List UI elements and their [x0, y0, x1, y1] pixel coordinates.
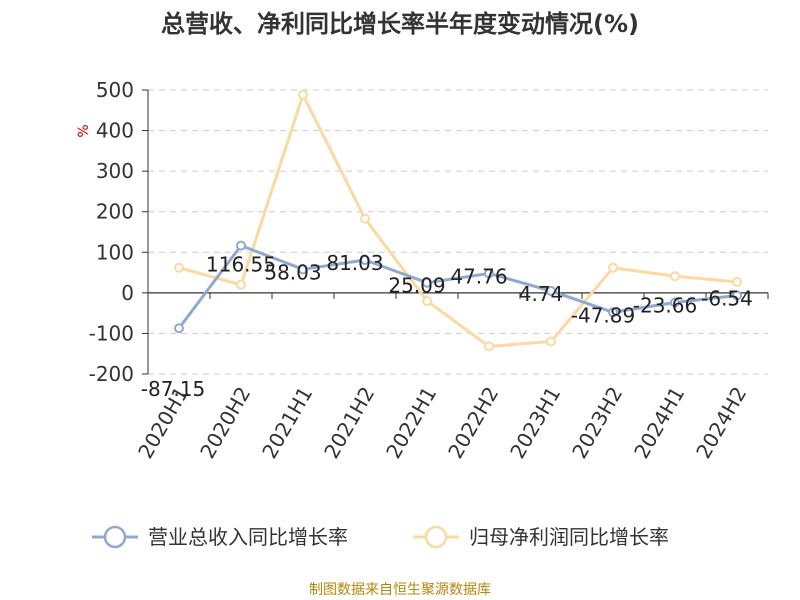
data-point-0[interactable] [670, 297, 680, 308]
data-point-1[interactable] [546, 336, 556, 347]
x-tick-label: 2023H1 [505, 383, 565, 463]
data-point-1[interactable] [298, 89, 308, 100]
data-point-1[interactable] [174, 262, 184, 273]
data-point-0[interactable] [422, 277, 432, 288]
data-label: -47.89 [571, 303, 635, 327]
data-point-1[interactable] [608, 262, 618, 273]
legend[interactable]: 营业总收入同比增长率 归母净利润同比增长率 [92, 525, 669, 549]
data-label: 4.74 [519, 282, 564, 306]
series-line-0 [177, 244, 738, 330]
source-note: 制图数据来自恒生聚源数据库 [309, 582, 491, 598]
data-point-1[interactable] [360, 213, 370, 224]
y-tick-label: 300 [96, 159, 134, 183]
y-tick-label: 0 [121, 281, 134, 305]
data-label: -87.15 [141, 377, 205, 401]
data-point-1[interactable] [670, 271, 680, 282]
data-point-1[interactable] [422, 295, 432, 306]
legend-item-0[interactable]: 营业总收入同比增长率 [92, 525, 348, 549]
x-tick-label: 2023H2 [567, 383, 627, 463]
y-tick-label: -200 [89, 362, 134, 386]
x-tick-label: 2024H2 [691, 383, 751, 463]
y-axis-unit: % [76, 124, 92, 137]
x-tick-label: 2022H2 [443, 383, 503, 463]
data-point-1[interactable] [236, 279, 246, 290]
data-label: -6.54 [701, 287, 753, 311]
x-tick-label: 2022H1 [381, 383, 441, 463]
data-point-0[interactable] [236, 240, 246, 251]
data-point-0[interactable] [298, 264, 308, 275]
data-label: 58.03 [264, 260, 321, 284]
series-group [174, 89, 742, 352]
chart-title: 总营收、净利同比增长率半年度变动情况(%) [161, 10, 639, 38]
data-point-1[interactable] [732, 276, 742, 287]
y-axis: 500 400 300 200 100 0 -100 -200 [89, 78, 149, 386]
legend-label: 营业总收入同比增长率 [148, 525, 348, 549]
y-tick-label: -100 [89, 321, 134, 345]
data-point-0[interactable] [608, 307, 618, 318]
data-point-1[interactable] [484, 341, 494, 352]
legend-item-1[interactable]: 归母净利润同比增长率 [413, 525, 669, 549]
data-point-0[interactable] [360, 254, 370, 265]
data-point-0[interactable] [484, 268, 494, 279]
data-point-0[interactable] [174, 323, 184, 334]
legend-marker [103, 525, 127, 549]
data-label: 25.09 [388, 274, 445, 298]
legend-marker [424, 525, 448, 549]
data-point-0[interactable] [732, 290, 742, 301]
y-tick-label: 100 [96, 240, 134, 264]
data-point-0[interactable] [546, 285, 556, 296]
data-label: 81.03 [326, 251, 383, 275]
x-tick-label: 2021H1 [257, 383, 317, 463]
series-line-1 [178, 93, 738, 348]
x-tick-label: 2021H2 [319, 383, 379, 463]
grid [148, 89, 768, 375]
data-label: -23.66 [633, 293, 697, 317]
x-tick-label: 2024H1 [629, 383, 689, 463]
y-tick-label: 500 [96, 78, 134, 102]
data-label: 47.76 [450, 264, 507, 288]
data-label: 116.55 [206, 253, 276, 277]
y-tick-label: 400 [96, 119, 134, 143]
y-tick-label: 200 [96, 200, 134, 224]
legend-label: 归母净利润同比增长率 [469, 525, 669, 549]
